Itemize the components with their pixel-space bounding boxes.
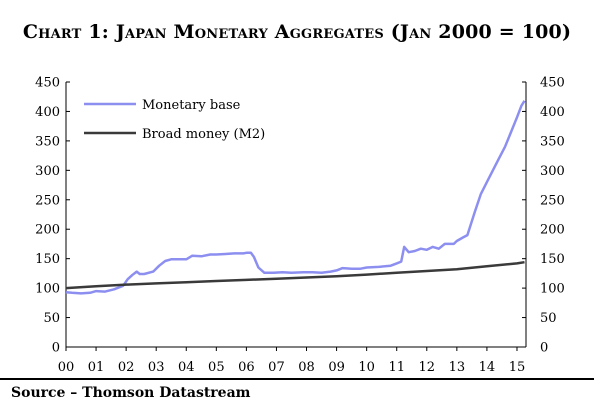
y-tick-label-right: 150 [540,252,565,267]
legend-label-broad-money: Broad money (M2) [142,127,265,142]
footer-rule [0,378,594,380]
y-tick-label-left: 350 [35,134,60,149]
y-tick-label-left: 0 [52,341,60,356]
y-tick-label-left: 250 [35,193,60,208]
x-tick-label: 06 [238,360,255,375]
x-tick-label: 14 [479,360,496,375]
x-tick-label: 13 [449,360,466,375]
source-note: Source – Thomson Datastream [11,385,251,401]
y-tick-label-right: 100 [540,282,565,297]
x-tick-label: 02 [118,360,135,375]
x-tick-label: 10 [358,360,375,375]
x-tick-label: 12 [419,360,436,375]
series-line-monetary-base [65,100,526,295]
x-tick-label: 01 [88,360,105,375]
series-line-broad-money [65,260,525,290]
y-tick-label-right: 0 [540,341,548,356]
plot-frame [65,82,527,348]
x-tick-label: 15 [509,360,526,375]
y-tick-label-left: 150 [35,252,60,267]
x-tick-label: 00 [58,360,75,375]
x-tick-label: 04 [178,360,195,375]
y-tick-label-left: 50 [43,311,60,326]
y-tick-label-right: 300 [540,164,565,179]
y-tick-label-left: 100 [35,282,60,297]
x-tick-label: 07 [268,360,285,375]
x-tick-label: 08 [298,360,315,375]
x-tick-label: 11 [388,360,405,375]
y-tick-label-right: 450 [540,76,565,91]
y-tick-label-right: 400 [540,105,565,120]
x-tick-label: 09 [328,360,345,375]
chart-title: Chart 1: Japan Monetary Aggregates (Jan … [22,21,572,43]
y-tick-label-right: 250 [540,193,565,208]
y-tick-label-right: 50 [540,311,557,326]
series-lines [65,100,526,295]
x-tick-label: 05 [208,360,225,375]
legend-label-monetary-base: Monetary base [142,98,241,113]
y-tick-label-left: 300 [35,164,60,179]
y-tick-label-left: 450 [35,76,60,91]
x-tick-label: 03 [148,360,165,375]
y-tick-label-left: 200 [35,223,60,238]
y-tick-label-right: 200 [540,223,565,238]
y-tick-label-left: 400 [35,105,60,120]
legend: Monetary base Broad money (M2) [84,98,265,142]
y-tick-label-right: 350 [540,134,565,149]
